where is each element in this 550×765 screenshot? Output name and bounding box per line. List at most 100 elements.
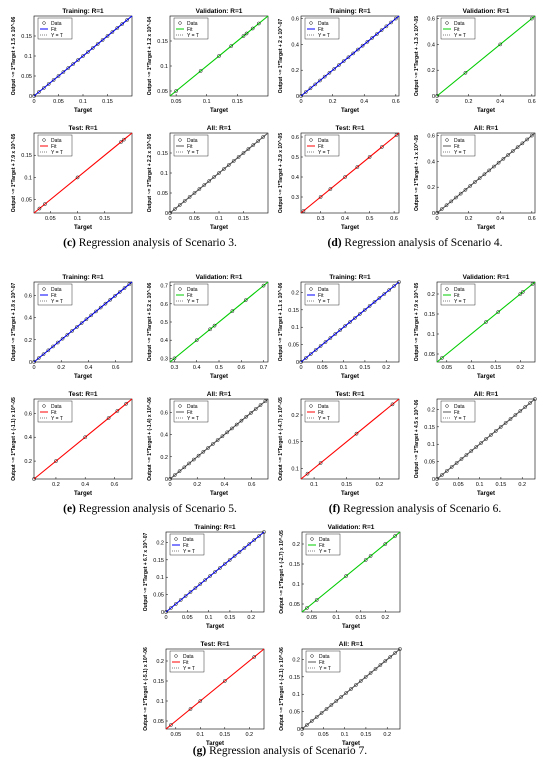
data-point (220, 434, 225, 439)
data-point (198, 699, 203, 703)
data-point (518, 292, 523, 296)
data-point (383, 542, 388, 546)
data-point (344, 691, 348, 695)
x-tick-label: 0.1 (476, 482, 484, 488)
x-axis-label: Target (210, 491, 228, 497)
regression-plot-g-3: Test: R=1 0.05 0.1 0.15 0.2 0.05 0.1 0.15 0.2 Tar… (143, 641, 265, 747)
legend-box (173, 400, 209, 423)
data-point (479, 441, 483, 445)
y-tick-label: 0.05 (21, 74, 32, 80)
data-point (360, 43, 365, 48)
data-point (89, 313, 93, 318)
plot-title: All: R=1 (474, 391, 499, 398)
data-point (244, 414, 249, 419)
data-point (459, 457, 464, 461)
data-point (197, 187, 202, 191)
x-tick-label: 0.05 (45, 216, 56, 222)
y-tick-label: 0 (432, 477, 435, 483)
data-point (498, 42, 503, 47)
legend-marker-data (309, 287, 313, 291)
data-point (379, 28, 384, 33)
y-tick-label: 0.1 (291, 466, 299, 472)
data-point (258, 403, 263, 407)
x-tick-label: 0.05 (306, 615, 317, 621)
y-tick-label: 0.05 (289, 710, 300, 716)
x-tick-label: 0 (164, 615, 167, 621)
fit-line (436, 132, 536, 214)
data-point (81, 54, 85, 58)
legend-label-data: Data (318, 138, 329, 144)
legend-label-data: Data (454, 404, 465, 410)
y-tick-label: 0.6 (24, 411, 32, 417)
caption-letter: (g) (192, 745, 207, 757)
y-tick-label: 0.15 (424, 425, 435, 431)
data-point (213, 570, 217, 574)
data-point (182, 199, 187, 203)
legend-label-yt: Y = T (319, 549, 331, 555)
legend-label-yt: Y = T (187, 33, 199, 39)
legend-box (37, 283, 73, 306)
x-tick-label: 0.1 (205, 615, 213, 621)
x-tick-label: 0 (32, 99, 35, 105)
x-tick-label: 0.15 (99, 216, 110, 222)
x-tick-label: 0 (435, 99, 438, 105)
data-point (328, 336, 333, 340)
data-point (100, 38, 105, 42)
data-point (95, 42, 100, 46)
data-point (318, 195, 323, 199)
data-point (440, 356, 444, 360)
legend-box (440, 17, 476, 40)
x-axis-label: Target (210, 374, 228, 380)
legend-label-yt: Y = T (187, 416, 199, 422)
data-point (498, 425, 503, 429)
data-point (208, 574, 212, 578)
x-tick-label: 0.2 (383, 732, 391, 738)
plot-title: Validation: R=1 (328, 524, 375, 531)
data-point (314, 598, 319, 602)
x-tick-label: 0.15 (238, 216, 249, 222)
legend-marker-data (174, 654, 178, 658)
data-point (332, 67, 337, 71)
legend-label-fit: Fit (187, 27, 193, 33)
data-point (387, 288, 392, 292)
data-point (177, 469, 182, 474)
x-tick-label: 0.6 (237, 365, 245, 371)
regression-plot-f-1: Training: R=1 0 0.05 0.1 0.15 0.2 0 0.05 0.1 0.15… (278, 274, 401, 380)
y-tick-label: 0.4 (291, 175, 299, 181)
y-axis-label: Output ~= 1*Target + 2.2 x 10^-05 (147, 134, 153, 213)
data-point (380, 145, 384, 149)
legend-label-fit: Fit (454, 144, 460, 150)
x-tick-label: 0.1 (467, 365, 475, 371)
legend-label-yt: Y = T (51, 299, 63, 305)
legend-box (304, 17, 340, 40)
y-tick-label: 0.2 (156, 540, 164, 546)
y-tick-label: 0.15 (288, 440, 299, 446)
data-point (333, 332, 338, 336)
x-tick-label: 0.2 (193, 482, 201, 488)
data-point (372, 300, 377, 304)
y-axis-label: Output ~= 1*Target + 7.9 x 10^-05 (11, 134, 17, 213)
x-axis-label: Target (341, 108, 359, 114)
legend-label-fit: Fit (51, 293, 57, 299)
x-axis-label: Target (342, 741, 360, 747)
fit-line (436, 15, 536, 97)
data-point (122, 286, 127, 290)
legend-label-fit: Fit (319, 543, 325, 549)
data-point (305, 723, 309, 727)
legend-label-yt: Y = T (187, 150, 199, 156)
data-point (337, 63, 341, 67)
legend-marker-data (174, 537, 178, 541)
data-point (168, 477, 172, 481)
data-point (392, 284, 396, 288)
y-tick-label: 0.15 (153, 679, 164, 685)
data-point (477, 176, 482, 180)
legend-label-data: Data (318, 21, 329, 27)
data-point (492, 164, 496, 169)
data-point (196, 453, 201, 458)
data-point (37, 206, 42, 211)
data-point (370, 36, 374, 40)
regression-plot-d-2: Validation: R=1 0 0.2 0.4 0.6 0 0.2 0.4 0.6 Targe… (414, 8, 536, 114)
x-tick-label: 0.15 (341, 482, 352, 488)
